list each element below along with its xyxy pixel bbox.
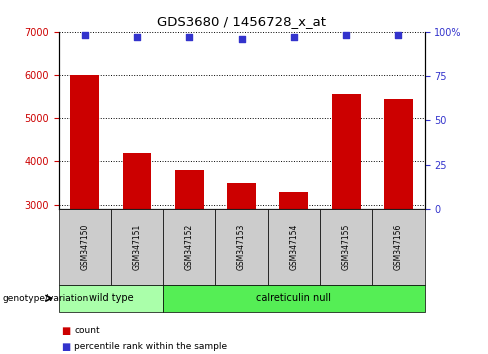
Text: GSM347151: GSM347151 [132, 224, 142, 270]
Point [342, 33, 350, 38]
Point [185, 34, 193, 40]
Point [394, 33, 402, 38]
Text: percentile rank within the sample: percentile rank within the sample [74, 342, 227, 352]
Text: genotype/variation: genotype/variation [2, 294, 89, 303]
Text: GSM347153: GSM347153 [237, 224, 246, 270]
Text: ■: ■ [61, 326, 70, 336]
Point [81, 33, 89, 38]
Text: count: count [74, 326, 100, 336]
Text: GSM347152: GSM347152 [185, 224, 194, 270]
Point [133, 34, 141, 40]
Text: calreticulin null: calreticulin null [256, 293, 331, 303]
Text: GSM347155: GSM347155 [342, 224, 351, 270]
Bar [175, 170, 203, 334]
Text: wild type: wild type [88, 293, 133, 303]
Point [290, 34, 298, 40]
Bar [384, 99, 413, 334]
Text: ■: ■ [61, 342, 70, 352]
Text: GSM347150: GSM347150 [80, 224, 89, 270]
Bar [332, 95, 361, 334]
Point [238, 36, 245, 42]
Text: GSM347156: GSM347156 [394, 224, 403, 270]
Title: GDS3680 / 1456728_x_at: GDS3680 / 1456728_x_at [157, 15, 326, 28]
Bar [280, 192, 308, 334]
Bar [227, 183, 256, 334]
Bar [122, 153, 151, 334]
Text: GSM347154: GSM347154 [289, 224, 298, 270]
Bar [70, 75, 99, 334]
